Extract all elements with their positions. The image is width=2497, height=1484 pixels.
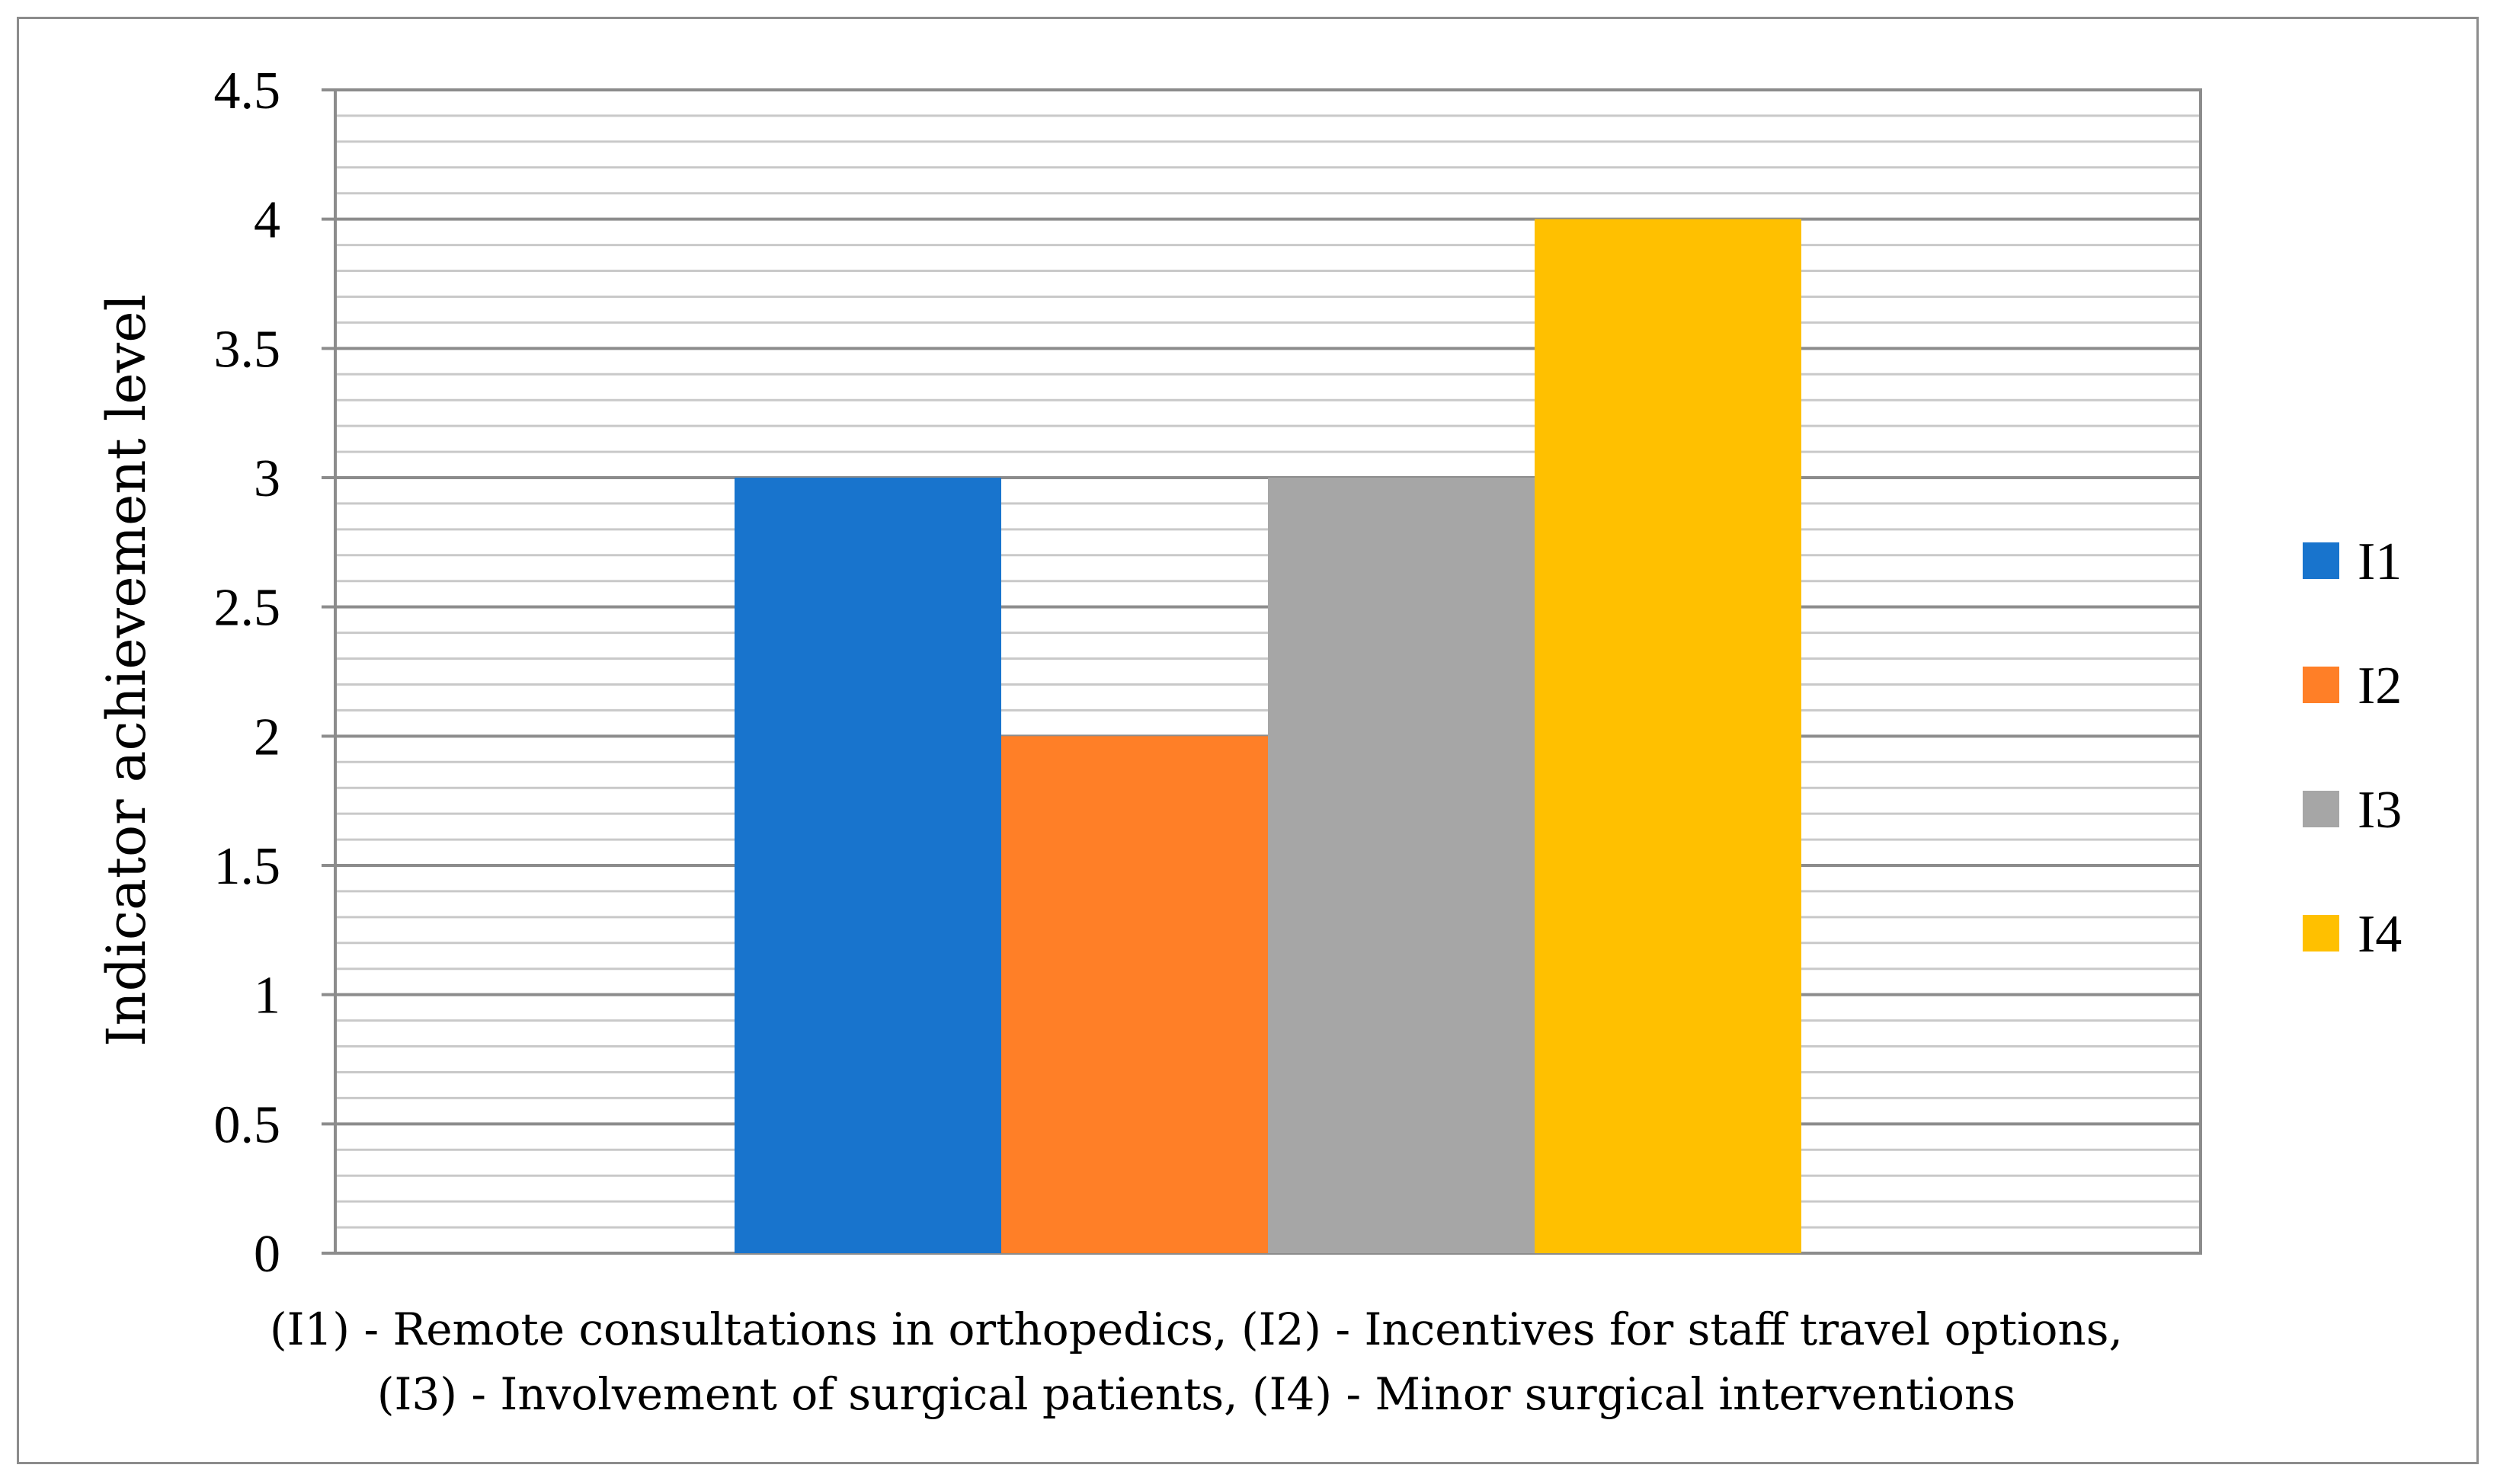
y-tick-labels: 0 0.5 1 1.5 2 2.5 3 3.5 4 4.5 xyxy=(214,62,281,1284)
caption-line-2: (I3) - Involvement of surgical patients,… xyxy=(377,1368,2015,1420)
bar-i2 xyxy=(1001,736,1268,1253)
legend-label-i3: I3 xyxy=(2358,781,2402,840)
y-tick-label: 3.5 xyxy=(214,320,281,379)
legend-swatch-i2 xyxy=(2303,667,2339,703)
y-tick-label: 2.5 xyxy=(214,579,281,638)
bar-i3 xyxy=(1268,478,1535,1253)
y-tick-label: 1.5 xyxy=(214,837,281,896)
y-tick-label: 1 xyxy=(254,967,280,1025)
legend-label-i2: I2 xyxy=(2358,657,2402,715)
y-tick-label: 3 xyxy=(254,449,280,508)
y-tick-label: 0.5 xyxy=(214,1095,281,1154)
legend-swatch-i4 xyxy=(2303,915,2339,951)
y-tick-label: 0 xyxy=(254,1225,280,1284)
legend-label-i4: I4 xyxy=(2358,905,2402,964)
y-tick-label: 2 xyxy=(254,708,280,766)
y-axis-title: Indicator achievement level xyxy=(95,294,158,1047)
bar-i4 xyxy=(1535,219,1801,1254)
bar-i1 xyxy=(735,478,1001,1253)
y-tick-label: 4.5 xyxy=(214,62,281,120)
legend-swatch-i3 xyxy=(2303,791,2339,827)
legend: I1 I2 I3 I4 xyxy=(2303,533,2402,964)
caption-line-1: (I1) - Remote consultations in orthopedi… xyxy=(270,1303,2123,1355)
y-tick-label: 4 xyxy=(254,191,280,250)
legend-swatch-i1 xyxy=(2303,542,2339,579)
bars xyxy=(735,219,1801,1254)
legend-label-i1: I1 xyxy=(2358,533,2402,591)
